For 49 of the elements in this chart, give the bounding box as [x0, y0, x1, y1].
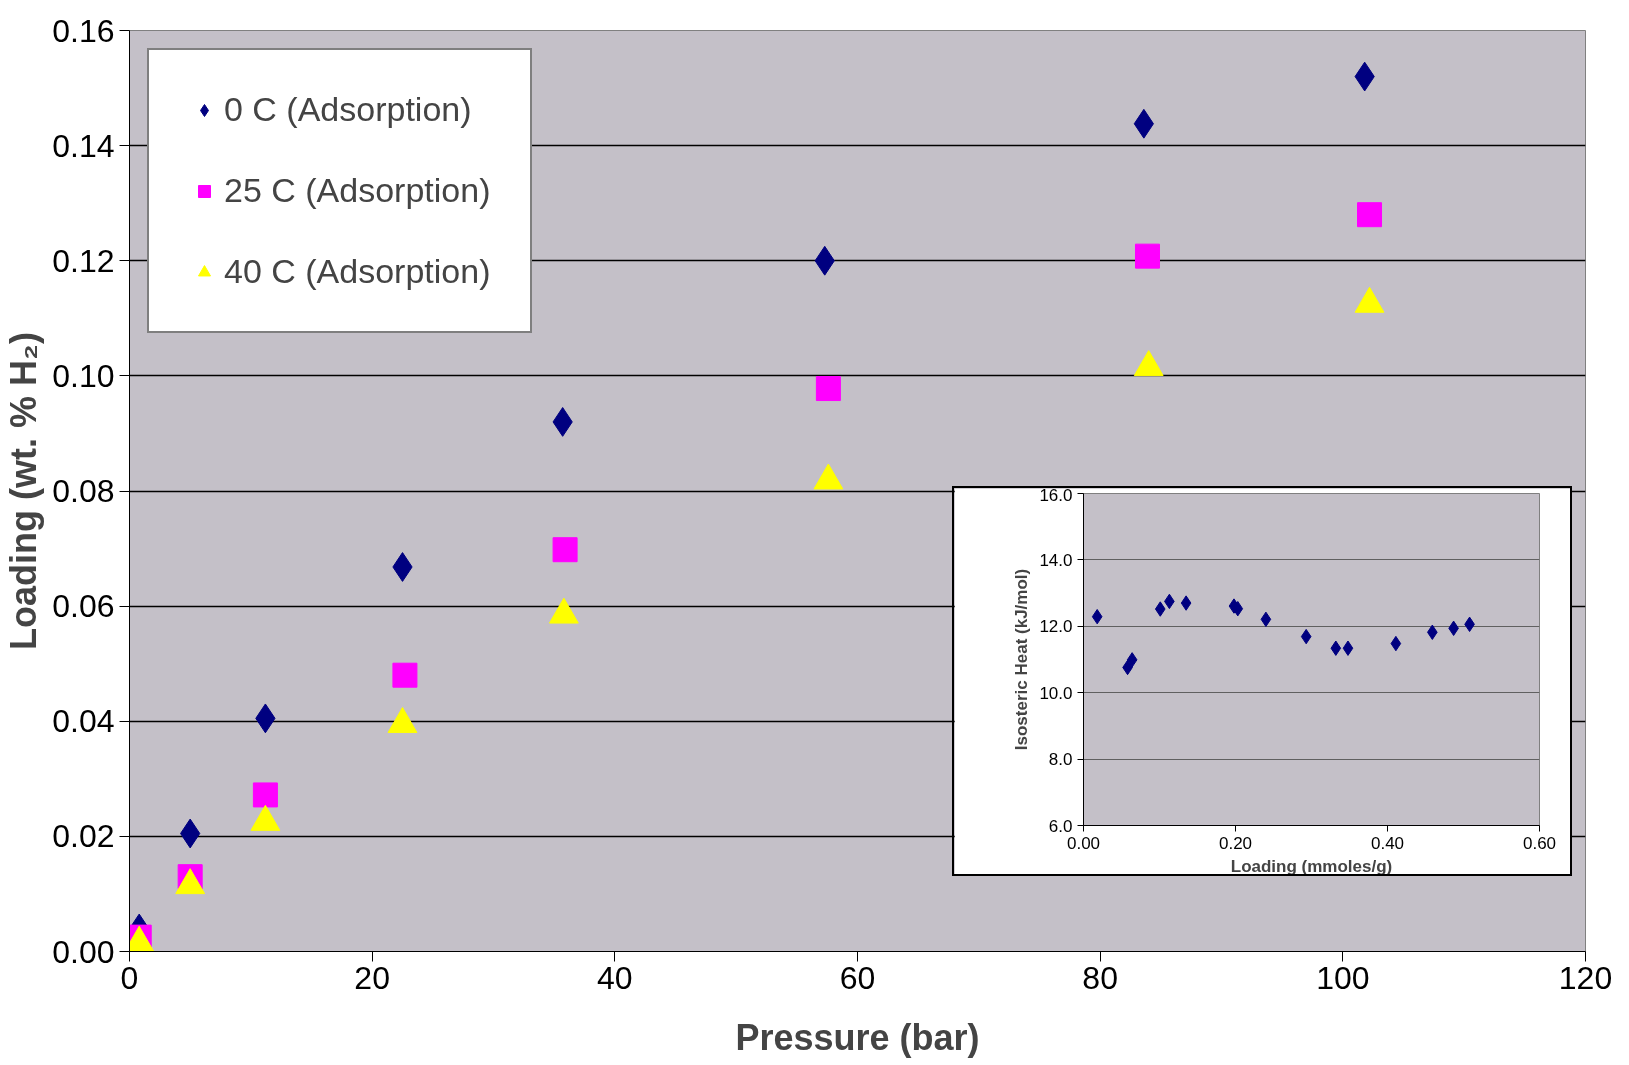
point — [1091, 608, 1103, 625]
point — [392, 662, 418, 688]
y-axis-title: Loading (wt. % H₂) — [3, 332, 45, 650]
y-tick-label: 0.14 — [52, 127, 115, 164]
point — [1357, 202, 1383, 228]
x-tick-label: 0.60 — [1522, 833, 1557, 853]
x-tick-label: 0.00 — [1066, 833, 1101, 853]
point — [552, 537, 578, 563]
point — [1342, 640, 1354, 656]
legend-label: 0 C (Adsorption) — [224, 90, 472, 129]
x-tick-label: 0 — [120, 959, 139, 996]
y-tick-label: 0.06 — [52, 588, 115, 625]
y-axis-title: Isosteric Heat (kJ/mol) — [1012, 568, 1032, 751]
x-tick-label: 60 — [839, 959, 876, 996]
x-tick-label: 0.20 — [1218, 833, 1253, 853]
point — [1330, 640, 1342, 656]
y-tick-label: 0.16 — [52, 12, 115, 49]
x-tick-label: 80 — [1082, 959, 1118, 996]
x-tick-label: 40 — [597, 959, 633, 996]
y-tick-label: 10.0 — [1039, 683, 1073, 703]
y-tick-label: 14.0 — [1039, 550, 1073, 570]
point — [1260, 611, 1272, 628]
y-tick-label: 8.0 — [1048, 750, 1073, 770]
point — [1154, 601, 1166, 617]
y-tick-label: 6.0 — [1048, 816, 1073, 836]
point — [815, 376, 841, 402]
point — [1126, 652, 1138, 668]
point — [1300, 628, 1312, 645]
point — [252, 782, 278, 808]
x-tick-label: 20 — [354, 959, 390, 996]
x-tick-label: 100 — [1316, 959, 1370, 996]
y-tick-label: 16.0 — [1039, 485, 1073, 505]
point — [552, 407, 573, 437]
x-tick-label: 120 — [1558, 959, 1613, 996]
y-tick-label: 0.00 — [52, 933, 115, 970]
y-tick-label: 0.02 — [52, 818, 115, 855]
x-tick-label: 0.40 — [1370, 833, 1405, 853]
point — [1180, 595, 1192, 611]
y-tick-label: 0.10 — [52, 357, 115, 394]
point — [1390, 635, 1402, 652]
legend-label: 40 C (Adsorption) — [224, 252, 491, 291]
x-axis-title: Pressure (bar) — [735, 1016, 980, 1058]
y-tick-label: 0.04 — [52, 703, 115, 740]
point — [392, 552, 413, 582]
point — [1134, 243, 1160, 269]
y-tick-label: 0.08 — [52, 473, 115, 509]
y-tick-label: 0.12 — [52, 242, 115, 279]
legend-label: 25 C (Adsorption) — [224, 171, 491, 210]
y-tick-label: 12.0 — [1039, 617, 1073, 637]
